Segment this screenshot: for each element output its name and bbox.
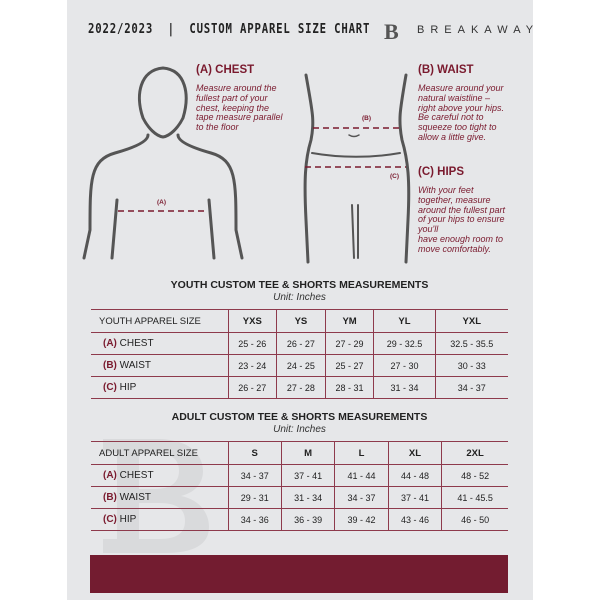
cell: 30 - 33 — [434, 354, 508, 377]
cell: 41 - 45.5 — [441, 486, 508, 509]
size-header: YL — [373, 309, 436, 333]
row-label: (B) WAIST — [91, 354, 229, 377]
page-title: 2022/2023 | CUSTOM APPAREL SIZE CHART — [88, 22, 371, 37]
row-label: (A) CHEST — [91, 332, 229, 355]
size-header: YS — [276, 309, 326, 333]
size-header: YXL — [434, 309, 508, 333]
cell: 41 - 44 — [334, 464, 389, 487]
cell: 44 - 48 — [387, 464, 443, 487]
cell: 31 - 34 — [280, 486, 336, 509]
cell: 31 - 34 — [373, 376, 436, 399]
waist-heading: (B) WAIST — [418, 64, 474, 76]
cell: 36 - 39 — [280, 508, 336, 531]
adult-table-title: ADULT CUSTOM TEE & SHORTS MEASUREMENTS — [171, 411, 428, 423]
cell: 29 - 31 — [227, 486, 282, 509]
footer-band — [90, 555, 508, 593]
table-row: (B) WAIST 23 - 24 24 - 25 25 - 27 27 - 30 30 … — [91, 354, 508, 377]
table-header-row: ADULT APPAREL SIZE S M L XL 2XL — [91, 441, 508, 465]
cell: 46 - 50 — [441, 508, 508, 531]
torso-figure — [82, 66, 411, 264]
chest-marker: (A) — [157, 199, 167, 206]
measure-lines — [118, 127, 406, 212]
size-header: S — [227, 441, 282, 465]
size-header: M — [280, 441, 336, 465]
cell: 34 - 37 — [227, 464, 282, 487]
hips-instructions: With your feet together, measure around … — [418, 185, 506, 254]
cell: 39 - 42 — [334, 508, 389, 531]
header-cell: YOUTH APPAREL SIZE — [91, 309, 229, 333]
body-figures — [82, 66, 411, 264]
cell: 26 - 27 — [276, 332, 326, 355]
adult-unit: Unit: Inches — [273, 424, 326, 435]
youth-size-table: YOUTH APPAREL SIZE YXS YS YM YL YXL (A) … — [91, 309, 508, 399]
chest-heading: (A) CHEST — [196, 64, 255, 76]
waist-instructions: Measure around your natural waistline – … — [418, 83, 505, 142]
header-cell: ADULT APPAREL SIZE — [91, 441, 229, 465]
cell: 37 - 41 — [280, 464, 336, 487]
cell: 28 - 31 — [324, 376, 375, 399]
row-label: (C) HIP — [91, 508, 229, 531]
adult-size-table: ADULT APPAREL SIZE S M L XL 2XL (A) CHES… — [91, 441, 508, 531]
cell: 32.5 - 35.5 — [434, 332, 508, 355]
size-header: XL — [387, 441, 443, 465]
cell: 27 - 29 — [324, 332, 375, 355]
cell: 29 - 32.5 — [373, 332, 436, 355]
size-header: YXS — [227, 309, 278, 333]
hips-heading: (C) HIPS — [418, 166, 464, 178]
cell: 34 - 37 — [434, 376, 508, 399]
youth-unit: Unit: Inches — [273, 292, 326, 303]
size-header: YM — [324, 309, 375, 333]
table-row: (B) WAIST 29 - 31 31 - 34 34 - 37 37 - 41 41 … — [91, 486, 508, 509]
row-label: (C) HIP — [91, 376, 229, 399]
size-header: L — [334, 441, 389, 465]
table-row: (A) CHEST 34 - 37 37 - 41 41 - 44 44 - 48 48 … — [91, 464, 508, 487]
brand-name: BREAKAWAY — [417, 24, 540, 36]
table-header-row: YOUTH APPAREL SIZE YXS YS YM YL YXL — [91, 309, 508, 333]
cell: 27 - 28 — [276, 376, 326, 399]
cell: 34 - 36 — [227, 508, 282, 531]
cell: 37 - 41 — [387, 486, 443, 509]
brand-logo: B — [384, 19, 399, 44]
table-row: (C) HIP 34 - 36 36 - 39 39 - 42 43 - 46 46 - … — [91, 508, 508, 531]
cell: 34 - 37 — [334, 486, 389, 509]
row-label: (A) CHEST — [91, 464, 229, 487]
cell: 23 - 24 — [227, 354, 278, 377]
cell: 25 - 27 — [324, 354, 375, 377]
cell: 25 - 26 — [227, 332, 278, 355]
cell: 43 - 46 — [387, 508, 443, 531]
youth-table-title: YOUTH CUSTOM TEE & SHORTS MEASUREMENTS — [170, 279, 429, 291]
chest-instructions: Measure around the fullest part of your … — [196, 83, 283, 133]
hips-marker: (C) — [390, 173, 400, 180]
row-label: (B) WAIST — [91, 486, 229, 509]
cell: 27 - 30 — [373, 354, 436, 377]
table-row: (C) HIP 26 - 27 27 - 28 28 - 31 31 - 34 34 - … — [91, 376, 508, 399]
size-header: 2XL — [441, 441, 508, 465]
waist-marker: (B) — [362, 115, 372, 122]
cell: 48 - 52 — [441, 464, 508, 487]
cell: 26 - 27 — [227, 376, 278, 399]
table-row: (A) CHEST 25 - 26 26 - 27 27 - 29 29 - 32.5 3… — [91, 332, 508, 355]
cell: 24 - 25 — [276, 354, 326, 377]
